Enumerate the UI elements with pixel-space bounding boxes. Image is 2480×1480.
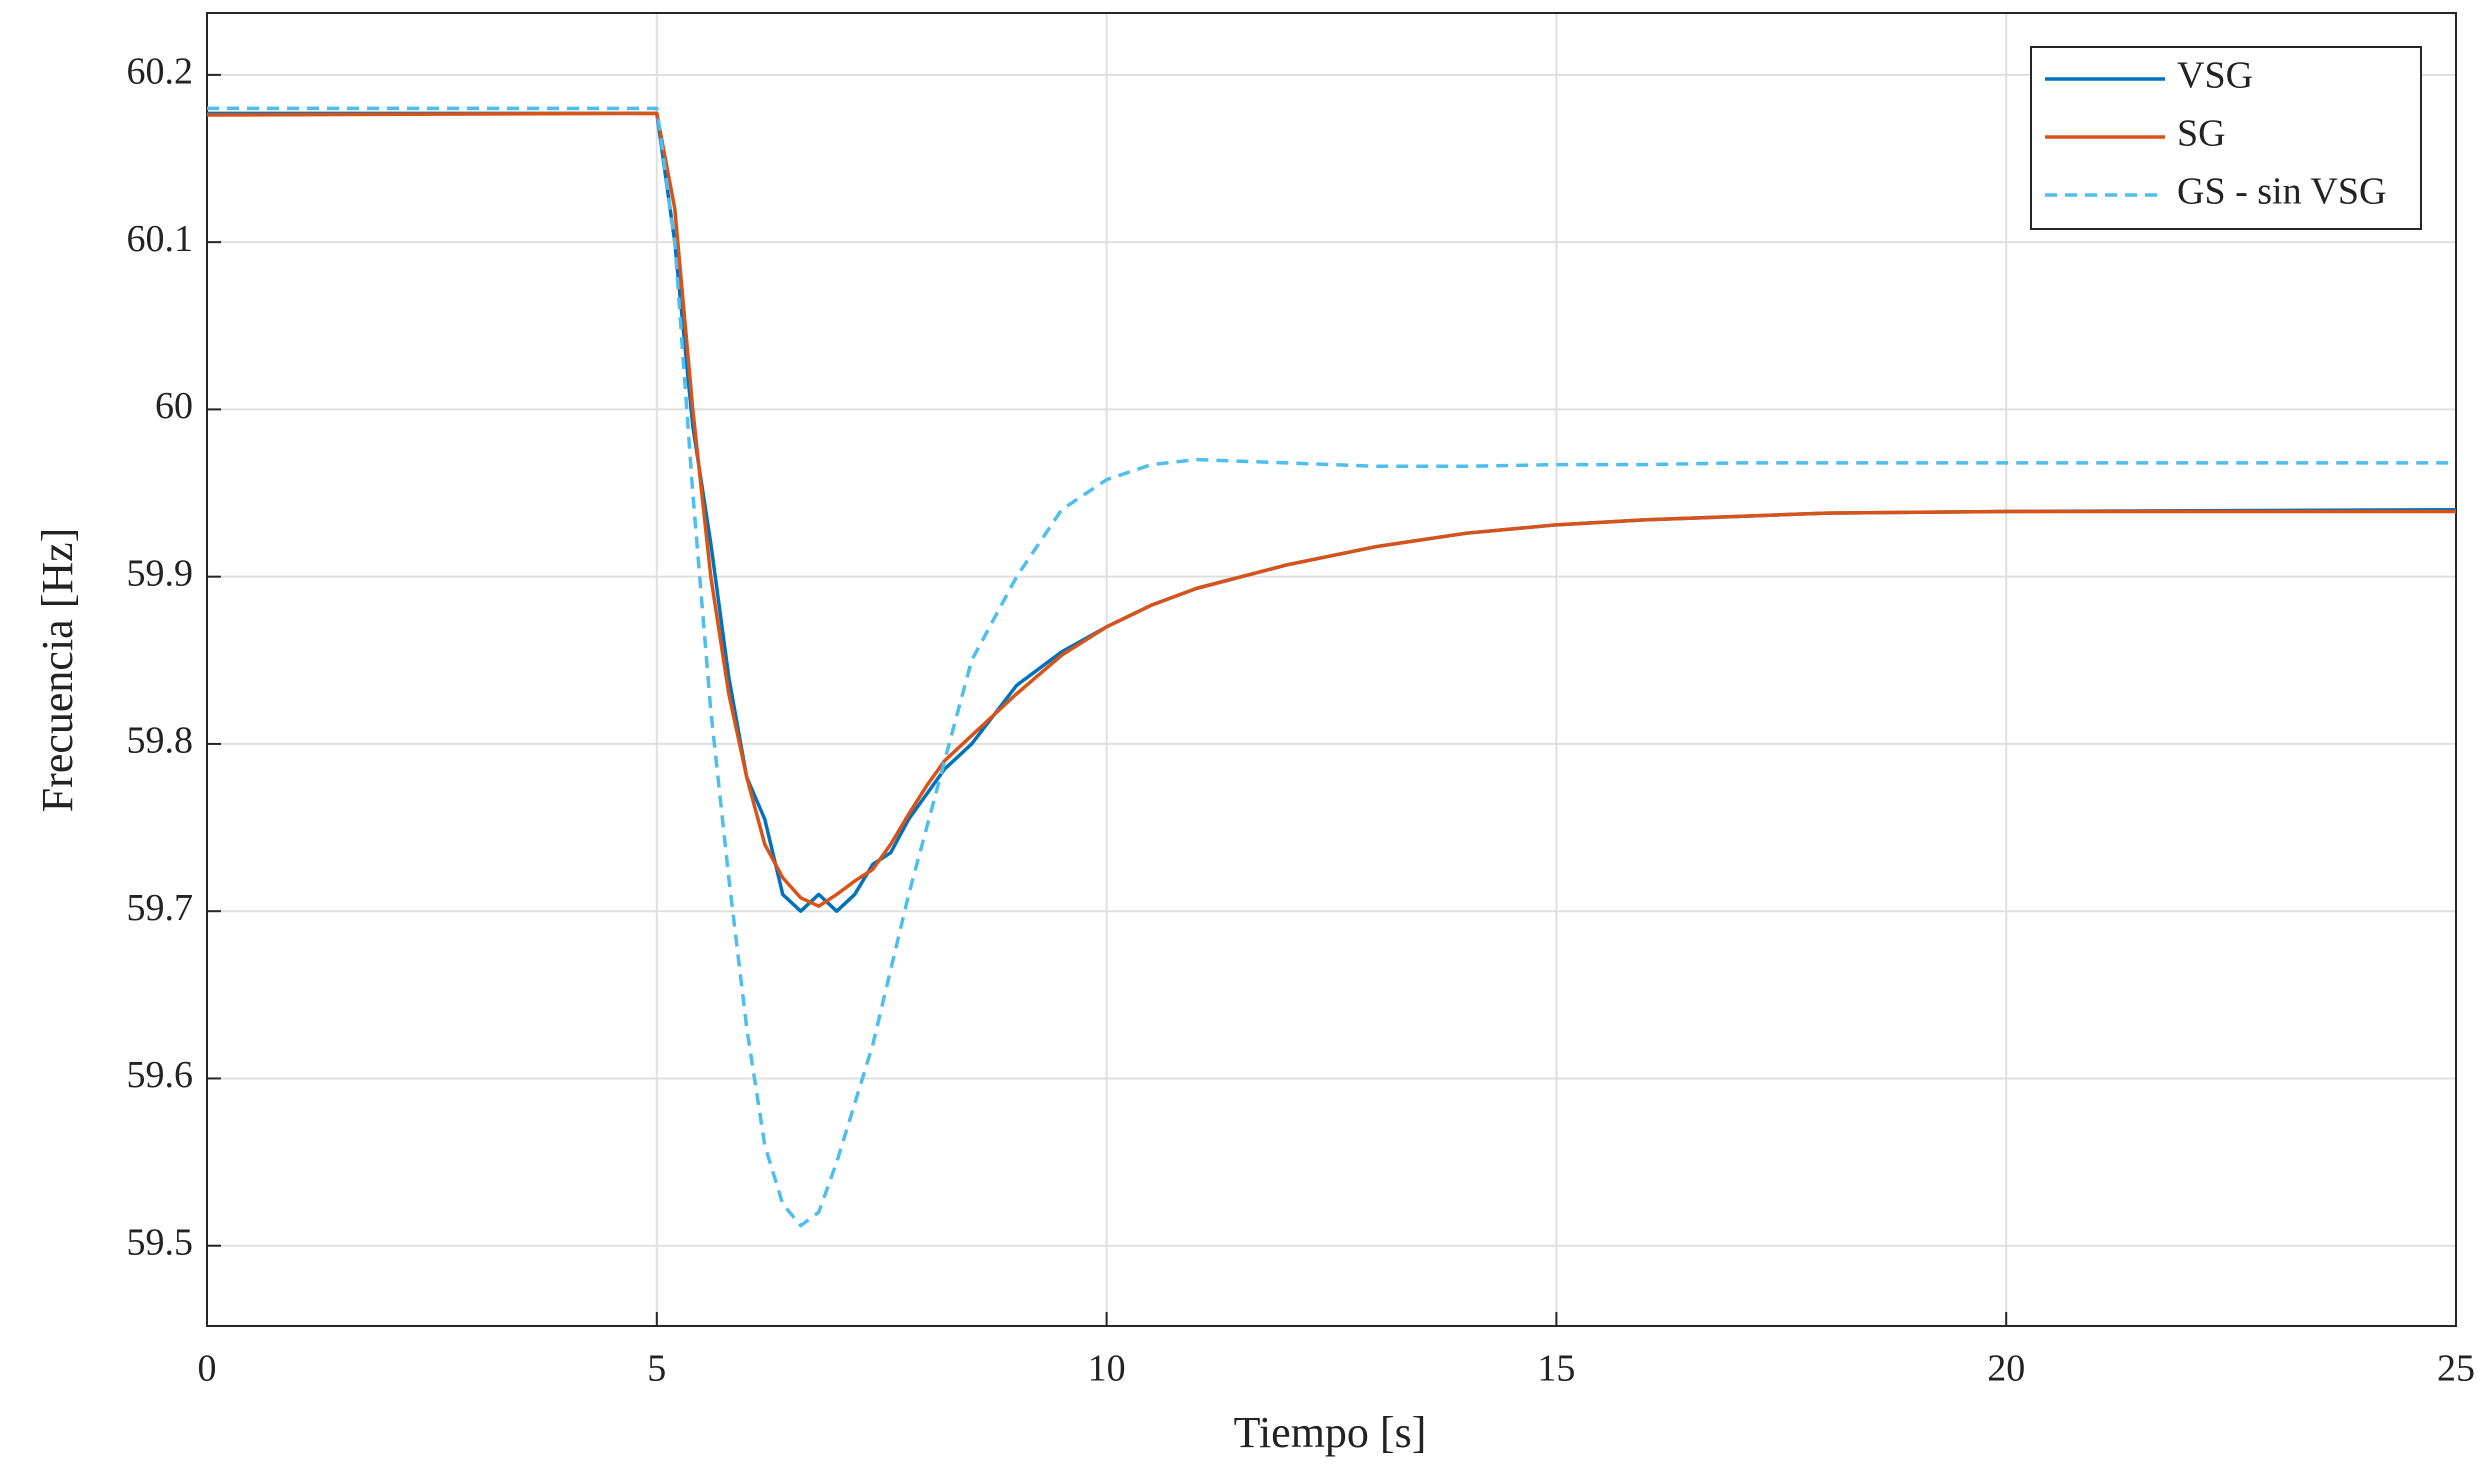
y-axis-label: Frecuencia [Hz] [33, 528, 82, 813]
y-tick-label: 59.7 [127, 887, 194, 929]
legend-label: VSG [2177, 55, 2253, 97]
x-axis-label: Tiempo [s] [1234, 1408, 1427, 1457]
y-tick-label: 60 [155, 385, 193, 427]
x-tick-label: 5 [647, 1348, 666, 1390]
y-tick-label: 59.5 [127, 1221, 194, 1263]
y-tick-label: 60.2 [127, 51, 194, 93]
x-tick-label: 25 [2437, 1348, 2475, 1390]
plot-frame [206, 12, 2457, 1327]
legend-label: GS - sin VSG [2177, 171, 2386, 213]
y-tick-label: 59.9 [127, 552, 194, 594]
legend-label: SG [2177, 113, 2226, 155]
x-tick-label: 15 [1537, 1348, 1575, 1390]
x-tick-label: 0 [198, 1348, 217, 1390]
series-line [206, 111, 2456, 908]
x-tick-label: 10 [1088, 1348, 1126, 1390]
y-tick-label: 60.1 [127, 218, 194, 260]
legend: VSG SG GS - sin VSG [2030, 46, 2422, 230]
y-tick-label: 59.8 [127, 720, 194, 762]
y-tick-label: 59.6 [127, 1054, 194, 1096]
series-line [207, 106, 2456, 1228]
x-tick-label: 20 [1987, 1348, 2025, 1390]
